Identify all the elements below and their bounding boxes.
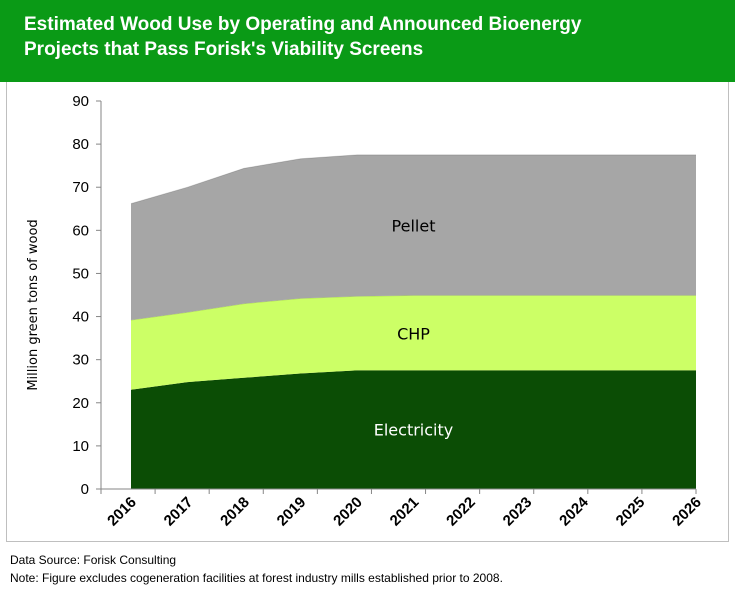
y-tick-label: 0 (81, 481, 89, 498)
area-edge-pellet (130, 154, 696, 205)
series-label-electricity: Electricity (374, 421, 453, 440)
x-tick-label: 2025 (613, 494, 649, 530)
x-tick-label: 2019 (274, 494, 310, 530)
series-label-pellet: Pellet (392, 217, 436, 236)
x-tick-label: 2021 (387, 494, 423, 530)
area-electricity (131, 370, 696, 489)
x-tick-label: 2026 (669, 494, 705, 530)
x-tick-label: 2020 (330, 494, 366, 530)
x-tick-label: 2018 (217, 494, 253, 530)
y-axis-title: Million green tons of wood (26, 219, 41, 390)
area-pellet (131, 154, 696, 320)
x-tick-label: 2023 (500, 494, 536, 530)
y-tick-label: 30 (72, 352, 89, 369)
data-source-note: Data Source: Forisk Consulting (10, 553, 177, 567)
y-tick-label: 10 (72, 438, 89, 455)
chart-title-line-1: Estimated Wood Use by Operating and Anno… (24, 14, 582, 35)
y-tick-label: 80 (72, 136, 89, 153)
x-tick-label: 2022 (443, 494, 479, 530)
y-tick-label: 70 (72, 179, 89, 196)
area-chp (131, 295, 696, 390)
y-tick-label: 60 (72, 222, 89, 239)
chart-title-line-2: Projects that Pass Forisk's Viability Sc… (24, 39, 424, 60)
x-tick-label: 2016 (104, 494, 140, 530)
y-tick-label: 20 (72, 395, 89, 412)
x-tick-label: 2024 (556, 493, 592, 529)
series-label-chp: CHP (397, 324, 430, 343)
y-tick-label: 40 (72, 309, 89, 326)
stacked-area-chart: 0 10 20 30 40 50 60 70 80 90 2016 2017 2018 2019 2020 2… (26, 93, 705, 530)
y-tick-label: 50 (72, 265, 89, 282)
x-tick-label: 2017 (161, 494, 197, 530)
exclusion-note: Note: Figure excludes cogeneration facil… (10, 571, 503, 585)
chart-frame: 0 10 20 30 40 50 60 70 80 90 2016 2017 2018 2019 2020 2… (6, 82, 729, 542)
title-banner: Estimated Wood Use by Operating and Anno… (0, 0, 735, 82)
y-tick-label: 90 (72, 93, 89, 110)
